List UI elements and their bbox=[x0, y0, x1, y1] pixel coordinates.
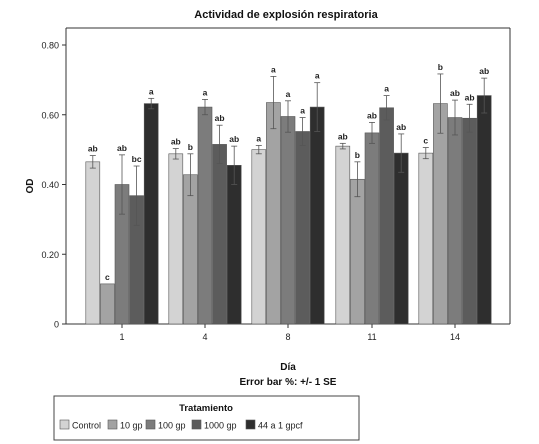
bar bbox=[476, 95, 492, 325]
significance-label: c bbox=[105, 272, 110, 282]
bar bbox=[379, 107, 394, 325]
bar bbox=[251, 149, 267, 325]
bar bbox=[462, 117, 477, 325]
legend-swatch bbox=[59, 419, 70, 430]
y-tick-label: 0 bbox=[54, 320, 59, 330]
bar bbox=[350, 178, 365, 325]
significance-label: ab bbox=[338, 131, 348, 141]
legend-label: 100 gp bbox=[158, 421, 186, 431]
significance-label: a bbox=[286, 89, 291, 99]
significance-label: c bbox=[423, 136, 428, 146]
significance-label: ab bbox=[465, 92, 475, 102]
bar bbox=[335, 145, 351, 325]
significance-label: ab bbox=[479, 66, 489, 76]
legend-swatch bbox=[107, 419, 118, 430]
error-bar-note: Error bar %: +/- 1 SE bbox=[240, 377, 337, 388]
bar bbox=[226, 165, 242, 325]
chart-title: Actividad de explosión respiratoria bbox=[194, 9, 378, 21]
bar bbox=[393, 152, 409, 325]
x-tick-label: 4 bbox=[202, 332, 207, 342]
significance-label: ab bbox=[88, 144, 98, 154]
legend-box bbox=[53, 395, 360, 441]
significance-label: a bbox=[271, 64, 276, 74]
x-tick-label: 1 bbox=[119, 332, 124, 342]
significance-label: b bbox=[188, 142, 193, 152]
significance-label: b bbox=[438, 62, 443, 72]
legend-label: 10 gp bbox=[120, 421, 143, 431]
significance-label: a bbox=[203, 87, 208, 97]
x-tick-label: 8 bbox=[285, 332, 290, 342]
x-tick-label: 11 bbox=[367, 332, 376, 342]
legend-swatch bbox=[245, 419, 256, 430]
legend-title: Tratamiento bbox=[179, 403, 233, 414]
bar bbox=[212, 144, 227, 325]
bar bbox=[266, 102, 281, 325]
significance-label: bc bbox=[132, 154, 142, 164]
bar bbox=[143, 103, 159, 325]
significance-label: a bbox=[315, 71, 320, 81]
y-tick-label: 0.80 bbox=[41, 41, 59, 51]
bar bbox=[295, 131, 310, 325]
bar bbox=[183, 174, 198, 325]
significance-label: a bbox=[256, 133, 261, 143]
legend-label: 44 a 1 gpcf bbox=[258, 421, 303, 431]
y-tick-label: 0.60 bbox=[41, 110, 59, 120]
y-axis-label: OD bbox=[25, 179, 36, 194]
legend-label: 1000 gp bbox=[204, 421, 237, 431]
significance-label: a bbox=[384, 84, 389, 94]
significance-label: ab bbox=[215, 113, 225, 123]
bar bbox=[364, 132, 380, 325]
bar bbox=[85, 161, 101, 325]
x-axis-label: Día bbox=[280, 362, 296, 373]
bar bbox=[197, 106, 213, 325]
significance-label: a bbox=[300, 106, 305, 116]
bar bbox=[280, 116, 296, 325]
bar bbox=[309, 106, 325, 325]
legend-items: Control 10 gp 100 gp 1000 gp 44 a 1 gpcf bbox=[59, 419, 303, 431]
legend-label: Control bbox=[72, 421, 101, 431]
bar bbox=[418, 152, 434, 325]
bar bbox=[447, 117, 463, 325]
significance-label: ab bbox=[396, 122, 406, 132]
significance-label: ab bbox=[171, 137, 181, 147]
legend-swatch bbox=[145, 419, 156, 430]
significance-label: b bbox=[355, 150, 360, 160]
significance-label: ab bbox=[229, 134, 239, 144]
significance-label: ab bbox=[367, 110, 377, 120]
legend: Tratamiento Control 10 gp 100 gp 1000 gp 44 … bbox=[53, 395, 360, 441]
significance-label: ab bbox=[450, 88, 460, 98]
bar bbox=[433, 103, 448, 325]
x-tick-label: 14 bbox=[450, 332, 460, 342]
significance-label: a bbox=[149, 86, 154, 96]
bar bbox=[168, 153, 184, 325]
bar bbox=[100, 283, 115, 325]
y-tick-label: 0.40 bbox=[41, 180, 59, 190]
significance-label: ab bbox=[117, 143, 127, 153]
legend-swatch bbox=[191, 419, 202, 430]
y-tick-label: 0.20 bbox=[41, 250, 59, 260]
